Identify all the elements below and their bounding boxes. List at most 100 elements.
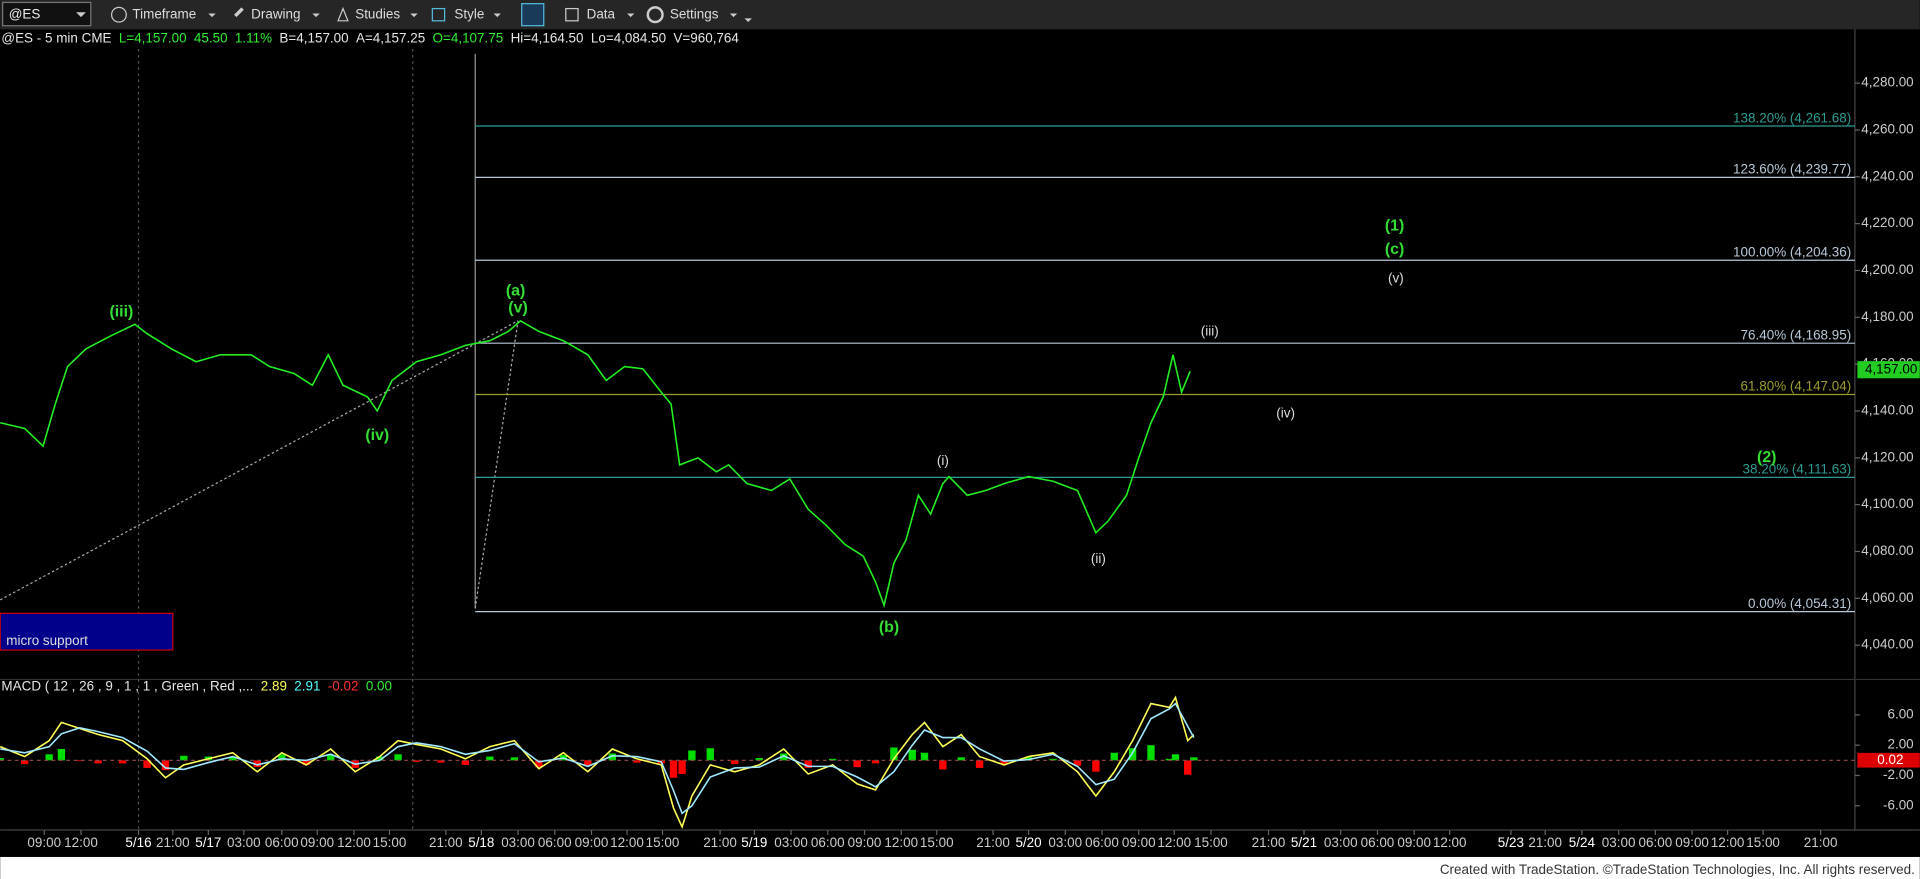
x-tick-label: 21:00	[156, 835, 190, 850]
menu-item[interactable]: Drawing	[251, 6, 300, 21]
histogram-bar	[94, 760, 102, 764]
wave-label: (v)	[508, 300, 527, 317]
quote-value: O=4,107.75	[433, 31, 504, 46]
histogram-bar	[57, 748, 66, 761]
x-tick-label: 06:00	[538, 835, 572, 850]
x-tick-label: 15:00	[1746, 835, 1780, 850]
histogram-bar	[1110, 752, 1118, 761]
indicator-tag	[1857, 752, 1920, 768]
x-tick-label: 03:00	[1602, 835, 1636, 850]
histogram-bar	[829, 758, 837, 761]
menu-item[interactable]: Settings	[670, 6, 719, 21]
histogram-bar	[669, 760, 678, 778]
wave-label: (v)	[1388, 271, 1404, 286]
x-tick-label: 15:00	[373, 835, 407, 850]
x-tick-label: 12:00	[884, 835, 918, 850]
y-tick-label: 4,260.00	[1861, 122, 1913, 137]
x-tick-label: 12:00	[610, 835, 644, 850]
x-tick-label: 06:00	[1085, 835, 1119, 850]
quote-value: 1.11%	[235, 31, 272, 46]
histogram-bar	[908, 749, 916, 761]
legend-value: 2.91	[294, 678, 320, 693]
histogram-bar	[1171, 754, 1180, 761]
histogram-bar	[678, 760, 686, 774]
histogram-bar	[510, 757, 519, 761]
icon	[110, 6, 127, 23]
fib-level-label: 76.40% (4,168.95)	[1741, 327, 1852, 342]
y-tick-label: 4,200.00	[1861, 262, 1913, 277]
trend-line	[0, 320, 519, 601]
fib-level-label: 100.00% (4,204.36)	[1733, 244, 1851, 259]
menu-item[interactable]: Studies	[355, 6, 400, 21]
y-tick-label: 4,100.00	[1861, 496, 1913, 511]
symbol[interactable]: @ES	[9, 6, 41, 21]
series-line	[0, 695, 1195, 830]
histogram-bar	[780, 753, 788, 761]
histogram-bar	[253, 760, 261, 768]
legend-value: 0.00	[366, 678, 392, 693]
histogram-bar	[1073, 760, 1082, 766]
x-tick-label: 03:00	[1324, 835, 1358, 850]
histogram-bar	[143, 760, 151, 768]
x-tick-label: 06:00	[1639, 835, 1673, 850]
histogram-bar	[608, 753, 616, 761]
histogram-bar	[939, 760, 947, 770]
x-tick-label: 09:00	[27, 835, 61, 850]
histogram-bar	[688, 750, 696, 761]
toolbar	[0, 0, 1920, 30]
symbol-box[interactable]	[2, 1, 92, 27]
legend-value: -0.02	[328, 678, 359, 693]
histogram-bar	[890, 747, 898, 761]
histogram-bar	[76, 760, 84, 762]
histogram-bar	[957, 757, 965, 761]
icon	[646, 6, 664, 24]
histogram-bar	[278, 754, 286, 761]
histogram-bar	[731, 760, 739, 765]
histogram-bar	[461, 760, 470, 765]
indicator-tag-label: 0.02	[1877, 752, 1903, 767]
histogram-bar	[437, 760, 445, 763]
menu-item[interactable]: Timeframe	[132, 6, 196, 21]
fib-level-label: 138.20% (4,261.68)	[1733, 110, 1851, 125]
histogram-bar	[45, 754, 53, 761]
quote-value: A=4,157.25	[356, 31, 425, 46]
histogram-bar	[302, 760, 310, 765]
x-tick-label: 21:00	[976, 835, 1010, 850]
menu-item[interactable]: Data	[587, 6, 616, 21]
histogram-bar	[376, 756, 384, 761]
x-tick-label: 5/21	[1291, 835, 1317, 850]
x-tick-label: 09:00	[575, 835, 609, 850]
wave-label: (a)	[506, 283, 525, 300]
histogram-bar	[975, 760, 984, 768]
icon	[565, 7, 579, 22]
footer: Created with TradeStation. ©TradeStation…	[1440, 862, 1915, 877]
x-tick-label: 21:00	[703, 835, 737, 850]
icon	[337, 6, 349, 22]
y-tick-label: -2.00	[1883, 767, 1914, 782]
x-tick-label: 12:00	[1711, 835, 1745, 850]
x-tick-label: 09:00	[848, 835, 882, 850]
y-tick-label: 4,280.00	[1861, 75, 1913, 90]
wave-label: (iii)	[1201, 323, 1219, 338]
y-tick-label: 4,220.00	[1861, 215, 1913, 230]
y-tick-label: 4,140.00	[1861, 403, 1913, 418]
x-tick-label: 5/24	[1569, 835, 1596, 850]
menu-item[interactable]: Style	[454, 6, 484, 21]
wave-label: (iii)	[109, 303, 133, 320]
histogram-bar	[327, 755, 335, 761]
histogram-bar	[535, 760, 543, 768]
histogram-bar	[1165, 758, 1174, 761]
x-tick-label: 12:00	[337, 835, 371, 850]
histogram-bar	[486, 756, 494, 761]
wave-label: (iv)	[365, 427, 389, 444]
wave-label: (i)	[937, 453, 949, 468]
x-tick-label: 03:00	[774, 835, 808, 850]
quote-value: Hi=4,164.50	[511, 31, 584, 46]
x-tick-label: 12:00	[1157, 835, 1191, 850]
x-tick-label: 09:00	[300, 835, 334, 850]
x-tick-label: 09:00	[1675, 835, 1709, 850]
y-tick-label: 4,040.00	[1861, 637, 1913, 652]
icon-button[interactable]	[521, 3, 545, 27]
histogram-bar	[1024, 757, 1033, 761]
